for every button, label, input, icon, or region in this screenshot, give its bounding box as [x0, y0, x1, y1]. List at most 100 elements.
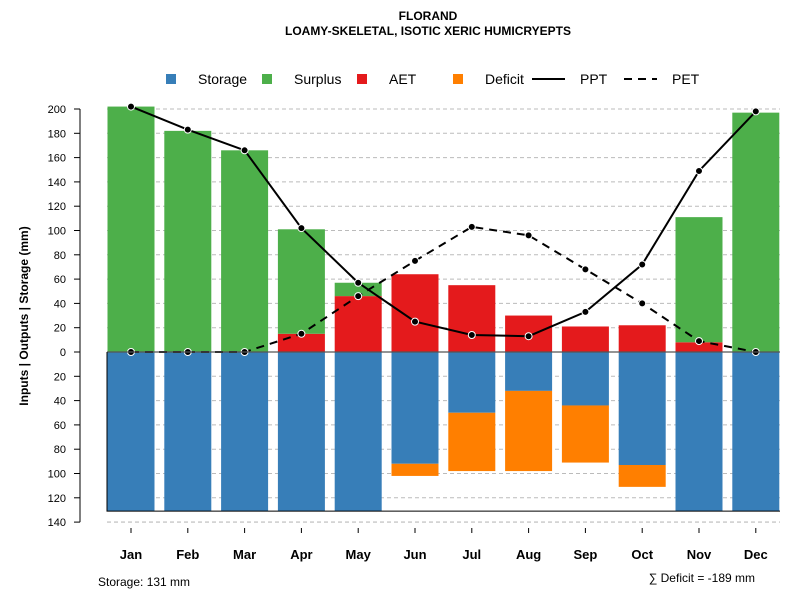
- x-tick-label: Feb: [176, 547, 199, 562]
- y-tick-label: 140: [48, 517, 66, 529]
- pet-point: [467, 222, 476, 231]
- legend-label-storage: Storage: [198, 71, 247, 87]
- y-tick-label: 200: [48, 104, 66, 116]
- ppt-point: [183, 125, 192, 134]
- y-axis-label: Inputs | Outputs | Storage (mm): [17, 226, 31, 405]
- y-tick-label: 160: [48, 153, 66, 165]
- bar-deficit: [618, 464, 666, 487]
- pet-point: [524, 231, 533, 240]
- x-tick-label: Jan: [120, 547, 142, 562]
- ppt-point: [467, 330, 476, 339]
- pet-point: [297, 329, 306, 338]
- legend-swatch-storage: [166, 74, 176, 84]
- y-tick-label: 120: [48, 493, 66, 505]
- bar-storage: [448, 352, 496, 413]
- bar-aet: [448, 285, 496, 352]
- y-tick-label: 80: [54, 250, 66, 262]
- bar-storage: [505, 352, 553, 391]
- legend-label-aet: AET: [389, 71, 417, 87]
- ppt-point: [581, 307, 590, 316]
- bar-storage: [107, 352, 155, 512]
- x-tick-label: Jun: [403, 547, 426, 562]
- bar-surplus: [334, 282, 382, 297]
- y-tick-label: 100: [48, 226, 66, 238]
- bar-storage: [561, 352, 609, 406]
- bar-surplus: [164, 130, 212, 352]
- x-tick-label: Jul: [462, 547, 481, 562]
- ppt-point: [638, 260, 647, 269]
- legend-label-deficit: Deficit: [485, 71, 524, 87]
- footer-deficit: ∑ Deficit = -189 mm: [649, 571, 755, 585]
- ppt-point: [240, 146, 249, 155]
- pet-point: [354, 292, 363, 301]
- y-tick-label: 100: [48, 469, 66, 481]
- y-tick-label: 20: [54, 371, 66, 383]
- y-tick-label: 60: [54, 274, 66, 286]
- chart-title: FLORAND: [399, 9, 458, 23]
- pet-point: [411, 256, 419, 265]
- ppt-point: [751, 107, 760, 116]
- ppt-point: [127, 102, 135, 111]
- x-tick-label: Dec: [744, 547, 768, 562]
- footer-storage: Storage: 131 mm: [98, 575, 190, 589]
- ppt-point: [297, 224, 306, 233]
- bar-surplus: [107, 106, 155, 352]
- y-tick-label: 180: [48, 128, 66, 140]
- pet-point: [638, 299, 647, 308]
- bar-storage: [221, 352, 269, 512]
- bar-storage: [675, 352, 723, 512]
- legend-swatch-aet: [357, 74, 367, 84]
- legend-label-surplus: Surplus: [294, 71, 341, 87]
- y-tick-label: 40: [54, 396, 66, 408]
- bars: [107, 106, 780, 512]
- bar-deficit: [505, 390, 553, 472]
- legend-swatch-deficit: [453, 74, 463, 84]
- bar-storage: [164, 352, 212, 512]
- bar-surplus: [277, 229, 325, 334]
- y-tick-label: 0: [60, 347, 66, 359]
- ppt-point: [695, 166, 703, 175]
- bar-storage: [277, 352, 325, 512]
- legend-label-pet: PET: [672, 71, 700, 87]
- bar-storage: [618, 352, 666, 465]
- y-tick-label: 60: [54, 420, 66, 432]
- ppt-point: [354, 278, 363, 287]
- bar-deficit: [561, 405, 609, 463]
- chart-subtitle: LOAMY-SKELETAL, ISOTIC XERIC HUMICRYEPTS: [285, 24, 571, 38]
- legend-swatch-surplus: [262, 74, 272, 84]
- bar-deficit: [448, 412, 496, 472]
- pet-point: [581, 265, 590, 274]
- ppt-point: [524, 332, 533, 341]
- x-tick-label: Mar: [233, 547, 256, 562]
- bar-aet: [675, 342, 723, 352]
- ppt-point: [411, 317, 419, 326]
- x-tick-label: Oct: [631, 547, 653, 562]
- y-tick-label: 120: [48, 201, 66, 213]
- bar-aet: [561, 326, 609, 352]
- bar-storage: [391, 352, 439, 464]
- bar-surplus: [732, 112, 780, 353]
- x-tick-label: Nov: [687, 547, 712, 562]
- bar-aet: [334, 296, 382, 352]
- ppt-line: [130, 105, 757, 338]
- bar-aet: [391, 274, 439, 352]
- bar-deficit: [391, 463, 439, 476]
- bar-storage: [732, 352, 780, 512]
- pet-point: [695, 337, 703, 346]
- bar-surplus: [675, 217, 723, 343]
- bar-surplus: [221, 150, 269, 352]
- bar-storage: [334, 352, 382, 512]
- bar-aet: [618, 325, 666, 352]
- x-tick-label: Aug: [516, 547, 541, 562]
- storage-frame: [106, 352, 780, 512]
- y-tick-label: 80: [54, 444, 66, 456]
- axes: 2001801601401201008060402002040608010012…: [48, 104, 780, 562]
- legend: Storage Surplus AET Deficit PPT PET: [166, 71, 700, 87]
- y-tick-label: 140: [48, 177, 66, 189]
- legend-label-ppt: PPT: [580, 71, 608, 87]
- x-tick-label: May: [346, 547, 372, 562]
- x-tick-label: Apr: [290, 547, 312, 562]
- x-tick-label: Sep: [573, 547, 597, 562]
- y-tick-label: 40: [54, 298, 66, 310]
